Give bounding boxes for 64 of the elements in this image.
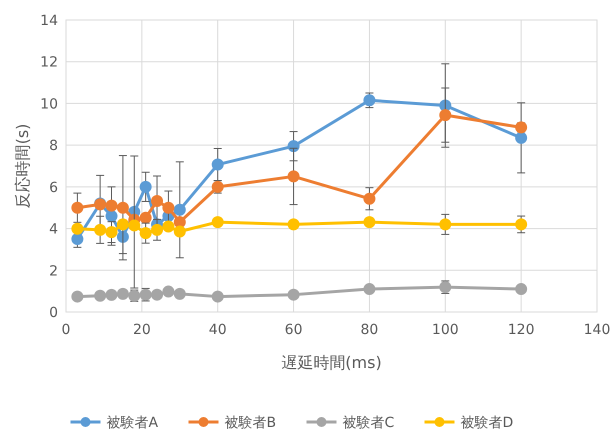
point bbox=[212, 290, 224, 303]
point bbox=[116, 288, 129, 300]
legend-label: 被験者D bbox=[460, 415, 514, 431]
point bbox=[94, 290, 106, 302]
y-tick-label: 10 bbox=[40, 96, 58, 112]
y-tick-label: 0 bbox=[49, 305, 58, 321]
point bbox=[439, 109, 452, 122]
x-tick-label: 40 bbox=[208, 322, 227, 338]
point bbox=[288, 170, 300, 182]
point bbox=[140, 227, 152, 240]
x-tick-label: 140 bbox=[584, 322, 610, 338]
y-tick-label: 2 bbox=[49, 263, 58, 280]
x-tick-label: 100 bbox=[432, 322, 459, 338]
y-axis-title: 反応時間(s) bbox=[13, 124, 32, 208]
point bbox=[151, 224, 164, 236]
point bbox=[116, 202, 129, 214]
point bbox=[174, 225, 186, 238]
y-tick-label: 14 bbox=[40, 13, 58, 29]
point bbox=[151, 195, 164, 208]
point bbox=[71, 202, 84, 214]
point bbox=[140, 212, 152, 224]
point bbox=[363, 192, 376, 205]
point bbox=[174, 204, 186, 216]
point bbox=[363, 283, 376, 296]
y-tick-label: 6 bbox=[49, 180, 58, 196]
point bbox=[116, 218, 129, 230]
point bbox=[106, 226, 118, 238]
legend-label: 被験者B bbox=[224, 415, 276, 431]
point bbox=[212, 158, 224, 171]
point bbox=[106, 200, 118, 212]
point bbox=[174, 288, 186, 300]
point bbox=[439, 218, 452, 230]
point bbox=[71, 290, 84, 303]
point bbox=[106, 210, 118, 222]
legend-label: 被験者C bbox=[342, 415, 394, 431]
x-axis-title: 遅延時間(ms) bbox=[281, 353, 382, 372]
point bbox=[288, 288, 300, 301]
point bbox=[140, 180, 152, 193]
point bbox=[106, 288, 118, 301]
point bbox=[288, 218, 300, 230]
point bbox=[162, 286, 174, 298]
x-tick-label: 0 bbox=[62, 322, 70, 338]
point bbox=[515, 283, 528, 296]
x-tick-label: 60 bbox=[284, 322, 302, 338]
point bbox=[212, 216, 224, 228]
point bbox=[71, 222, 84, 235]
point bbox=[288, 140, 300, 152]
y-tick-label: 4 bbox=[49, 222, 58, 238]
x-tick-label: 120 bbox=[508, 322, 535, 338]
point bbox=[515, 132, 528, 144]
point bbox=[363, 94, 376, 106]
y-tick-label: 8 bbox=[49, 138, 58, 154]
point bbox=[363, 216, 376, 228]
x-tick-label: 80 bbox=[360, 322, 378, 338]
point bbox=[151, 288, 164, 301]
legend-label: 被験者A bbox=[106, 415, 158, 431]
point bbox=[94, 224, 106, 236]
point bbox=[162, 220, 174, 232]
point bbox=[162, 202, 174, 214]
point bbox=[71, 233, 84, 245]
point bbox=[515, 218, 528, 230]
x-tick-label: 20 bbox=[132, 322, 151, 338]
point bbox=[128, 219, 140, 232]
y-tick-label: 12 bbox=[40, 54, 58, 71]
